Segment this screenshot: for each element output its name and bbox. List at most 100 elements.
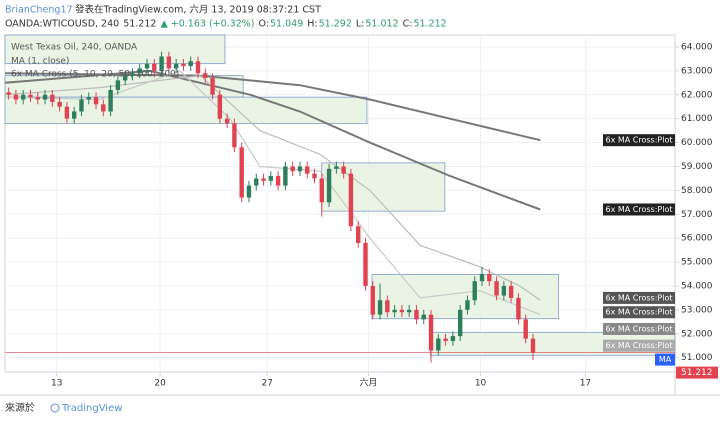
candle-body <box>370 285 375 315</box>
candle-body <box>79 99 84 112</box>
candle-body <box>188 61 193 67</box>
candle-body <box>516 297 521 320</box>
candle-body <box>50 94 55 102</box>
candle-body <box>246 185 252 198</box>
candle-body <box>42 94 48 100</box>
ma-line <box>4 70 541 316</box>
candle-body <box>334 166 339 169</box>
candle-body <box>421 314 426 320</box>
ma-line <box>4 69 541 211</box>
candle-body <box>195 61 201 74</box>
candle-body <box>356 226 361 243</box>
symbol-line: OANDA:WTICOUSD, 240 51.212 ▲ +0.163 (+0.32… <box>5 19 447 30</box>
ma-cross-label-box <box>603 306 675 319</box>
last-price-label: 51.212 <box>681 368 713 378</box>
candle-body <box>13 94 19 100</box>
candle-body <box>326 168 332 203</box>
ma-cross-label-box <box>603 339 675 352</box>
candle-body <box>487 274 492 282</box>
y-tick-label: 51.000 <box>681 353 713 363</box>
ohlc-value: 51.212 <box>413 19 446 30</box>
y-tick-label: 57.000 <box>681 210 713 220</box>
candle-body <box>494 281 499 296</box>
candle-body <box>166 56 172 69</box>
ohlc-value: 51.292 <box>319 19 352 30</box>
candle-body <box>341 166 346 174</box>
candle-body <box>130 73 135 76</box>
candle-body <box>108 89 113 112</box>
y-tick-label: 61.000 <box>681 114 713 124</box>
candle-body <box>457 309 463 337</box>
candle-body <box>64 106 70 119</box>
y-tick-label: 56.000 <box>681 234 713 244</box>
candle-body <box>71 111 77 119</box>
ohlc-label: O: <box>259 19 270 30</box>
y-tick-label: 59.000 <box>681 162 713 172</box>
candle-body <box>6 92 11 95</box>
ohlc-label: L: <box>356 19 365 30</box>
candle-body <box>152 63 157 71</box>
published: 發表在TradingView.com, 六月 13, 2019 08:37:21… <box>75 4 321 16</box>
y-tick-label: 62.000 <box>681 90 713 100</box>
ma-cross-label-box <box>603 203 675 216</box>
candle-body <box>377 300 383 315</box>
ohlc-label: C: <box>403 19 413 30</box>
candle-body <box>363 242 368 286</box>
candle-body <box>275 176 281 186</box>
x-tick-label: 27 <box>261 379 272 389</box>
x-tick-label: 10 <box>475 379 487 389</box>
ma-cross-label: 6x MA Cross:Plot <box>606 205 673 214</box>
candle-body <box>312 173 317 179</box>
candle-body <box>86 97 91 100</box>
price: 51.212 <box>123 19 156 30</box>
candle-body <box>268 176 274 181</box>
symbol: OANDA:WTICOUSD, 240 <box>5 19 119 30</box>
x-tick-label: 17 <box>580 379 591 389</box>
footer-brand[interactable]: TradingView <box>61 403 122 414</box>
candle-body <box>530 338 536 353</box>
ma-last-box <box>655 353 675 366</box>
author[interactable]: BrianCheng17 <box>5 5 73 16</box>
y-tick-label: 52.000 <box>681 329 713 339</box>
candle-body <box>443 338 448 341</box>
candle-body <box>21 94 26 100</box>
y-tick-label: 53.000 <box>681 305 713 315</box>
candle-body <box>305 166 310 174</box>
zone <box>4 34 226 65</box>
y-tick-label: 58.000 <box>681 186 713 196</box>
zone <box>321 162 446 212</box>
candle-body <box>290 166 295 172</box>
candle-body <box>28 94 33 98</box>
x-tick-label: 20 <box>154 379 166 389</box>
candle-body <box>261 178 266 181</box>
x-tick-label: 13 <box>51 379 62 389</box>
candle-body <box>297 166 303 172</box>
candle-body <box>501 285 507 296</box>
candle-body <box>399 309 405 313</box>
candle-body <box>508 285 514 298</box>
y-tick-label: 60.000 <box>681 138 713 148</box>
ma-cross-label: 6x MA Cross:Plot <box>606 341 673 350</box>
candle-body <box>406 309 412 313</box>
y-tick-label: 64.000 <box>681 42 713 52</box>
candle-body <box>232 123 237 148</box>
ma-last-label: MA <box>659 355 672 364</box>
candle-body <box>57 101 62 107</box>
candle-body <box>159 56 164 71</box>
candle-body <box>254 178 259 186</box>
candle-body <box>479 274 485 282</box>
ohlc-label: H: <box>307 19 317 30</box>
candle-body <box>181 63 186 67</box>
change: ▲ +0.163 (+0.32%) <box>160 19 254 30</box>
candle-body <box>472 281 477 301</box>
candle-body <box>385 300 390 313</box>
ma-cross-label: 6x MA Cross:Plot <box>606 136 673 145</box>
candle-body <box>392 309 397 313</box>
chart-title: West Texas Oil, 240, OANDA <box>11 43 138 53</box>
candle-body <box>210 78 215 95</box>
y-tick-label: 63.000 <box>681 66 713 76</box>
ohlc-value: 51.049 <box>270 19 303 30</box>
candle-body <box>115 80 121 90</box>
ma-cross-label-box <box>603 134 675 147</box>
